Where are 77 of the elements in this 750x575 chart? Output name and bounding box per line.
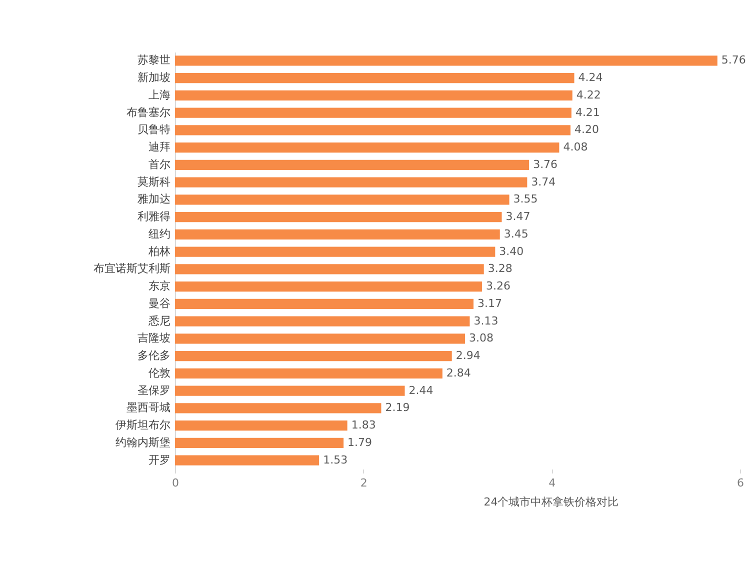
bar <box>175 455 320 466</box>
bar <box>175 177 528 188</box>
x-tick-label: 4 <box>548 476 556 490</box>
bar <box>175 125 570 136</box>
data-label: 2.19 <box>385 401 410 414</box>
y-tick-label: 莫斯科 <box>138 175 170 188</box>
y-tick-label: 伦敦 <box>148 366 170 380</box>
y-tick-label: 苏黎世 <box>138 54 170 67</box>
x-tick-label: 2 <box>360 476 368 490</box>
y-tick-label: 纽约 <box>148 227 170 240</box>
bar <box>175 438 344 448</box>
y-tick-label: 约翰内斯堡 <box>116 436 170 449</box>
data-label: 4.20 <box>574 123 599 136</box>
data-label: 3.26 <box>486 280 510 293</box>
data-label: 3.74 <box>531 175 556 188</box>
data-label: 5.76 <box>721 54 746 67</box>
y-tick-label: 利雅得 <box>138 210 170 224</box>
y-tick-label: 上海 <box>148 88 170 102</box>
data-label: 3.28 <box>488 262 512 276</box>
bar <box>175 160 530 170</box>
data-label: 2.44 <box>408 384 434 397</box>
x-tick-label: 0 <box>172 476 179 490</box>
bar <box>175 212 502 222</box>
bar <box>175 142 560 153</box>
bar <box>175 90 572 100</box>
y-tick-label: 伊斯坦布尔 <box>116 418 170 432</box>
y-tick-label: 圣保罗 <box>138 384 170 397</box>
bar <box>175 386 405 396</box>
data-label: 1.79 <box>348 436 372 449</box>
y-tick-label: 迪拜 <box>148 140 170 154</box>
data-label: 4.21 <box>575 106 600 119</box>
y-tick-label: 布鲁塞尔 <box>126 106 170 119</box>
data-label: 2.94 <box>456 349 480 362</box>
data-label: 3.08 <box>469 332 494 345</box>
bar <box>175 420 348 431</box>
y-tick-label: 吉隆坡 <box>138 332 170 345</box>
y-tick-label: 曼谷 <box>148 296 170 310</box>
y-tick-label: 开罗 <box>148 453 170 466</box>
y-tick-label: 多伦多 <box>138 349 170 362</box>
data-label: 4.22 <box>576 88 601 102</box>
x-tick-label: 6 <box>737 476 744 490</box>
bar <box>175 246 496 257</box>
bar <box>175 282 482 292</box>
y-tick-label: 墨西哥城 <box>126 401 170 414</box>
bar <box>175 351 452 362</box>
bar <box>175 334 466 344</box>
bar <box>175 316 470 326</box>
y-tick-label: 东京 <box>148 280 170 293</box>
x-axis-title: 24个城市中杯拿铁价格对比 <box>484 496 619 508</box>
y-tick-label: 贝鲁特 <box>138 123 170 136</box>
data-label: 1.83 <box>351 418 376 432</box>
bar <box>175 368 442 378</box>
data-label: 3.17 <box>478 296 502 310</box>
data-label: 3.76 <box>533 158 558 171</box>
bar <box>175 73 574 84</box>
data-label: 3.55 <box>513 192 538 206</box>
data-label: 3.45 <box>504 227 528 240</box>
y-tick-label: 悉尼 <box>148 314 170 328</box>
data-label: 3.40 <box>499 244 524 258</box>
bar <box>175 56 718 66</box>
y-tick-label: 雅加达 <box>138 192 170 206</box>
data-label: 4.08 <box>563 140 588 154</box>
bar <box>175 194 510 205</box>
data-label: 3.47 <box>506 210 530 224</box>
y-tick-label: 布宜诺斯艾利斯 <box>94 262 170 276</box>
y-tick-label: 新加坡 <box>138 71 170 84</box>
data-label: 4.24 <box>578 71 603 84</box>
data-label: 1.53 <box>323 453 348 466</box>
bar <box>175 298 474 309</box>
bar <box>175 403 382 414</box>
bar <box>175 264 484 274</box>
data-label: 3.13 <box>474 314 498 328</box>
data-label: 2.84 <box>446 366 471 380</box>
y-tick-label: 柏林 <box>148 244 170 258</box>
y-tick-label: 首尔 <box>148 158 170 171</box>
bar <box>175 108 572 118</box>
bar <box>175 229 500 240</box>
